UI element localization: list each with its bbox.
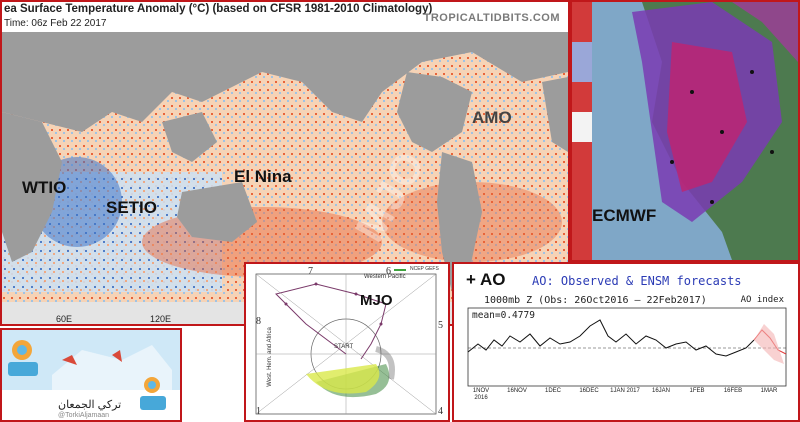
ao-tick-jan1: 1JAN 2017 (610, 388, 640, 394)
mjo-legend: NCEP GEFS (410, 266, 439, 272)
mjo-phase-6: 6 (386, 266, 391, 277)
ao-tick-nov1: 1NOV 2016 (472, 388, 490, 401)
sst-title: ea Surface Temperature Anomaly (°C) (bas… (4, 3, 433, 15)
ao-mean: mean=0.4779 (472, 310, 535, 321)
sst-header: ea Surface Temperature Anomaly (°C) (bas… (2, 2, 568, 32)
wtio-label: WTIO (22, 178, 67, 197)
logo-name: تركي الجمعان (58, 399, 122, 411)
lon-label-60e: 60E (56, 314, 73, 324)
brand-logo-art (2, 330, 180, 410)
mjo-phase-1: 1 (256, 406, 261, 417)
ecmwf-panel: ECMWF (570, 0, 800, 262)
setio-label: SETIO (106, 198, 158, 217)
mjo-label: MJO (360, 292, 393, 309)
ao-tick-dec1: 1DEC (544, 388, 561, 394)
ao-title: AO: Observed & ENSM forecasts (532, 274, 742, 288)
ao-tick-mar1: 1MAR (760, 388, 778, 394)
ao-tick-dec16: 16DEC (579, 388, 599, 394)
lon-label-120e: 120E (150, 314, 172, 324)
sst-time: Time: 06z Feb 22 2017 (4, 18, 107, 29)
ao-tick-jan16: 16JAN (651, 388, 670, 394)
ao-panel: + AO AO: Observed & ENSM forecasts 1000m… (452, 262, 800, 422)
ecmwf-precip-map (572, 2, 798, 260)
ao-badge: + AO (466, 270, 506, 289)
mjo-phase-8: 8 (256, 316, 261, 327)
ao-tick-feb16: 16FEB (723, 388, 743, 394)
logo-handle: @TorkiAljamaan (58, 412, 110, 419)
sst-brand: TROPICALTIDBITS.COM (423, 12, 560, 24)
ecmwf-label: ECMWF (592, 206, 657, 225)
mjo-phase-7: 7 (308, 266, 313, 277)
mjo-region-western-pacific: Western Pacific (364, 274, 406, 280)
ao-index-label: AO index (740, 295, 784, 305)
mjo-region-west-hem: West. Hem. and Africa (266, 327, 273, 387)
mjo-phase-4: 4 (438, 406, 443, 417)
mjo-phase-5: 5 (438, 320, 443, 331)
el-nina-label: El Nina (234, 167, 292, 186)
mjo-start-label: START (334, 344, 354, 350)
ao-subtitle: 1000mb Z (Obs: 26Oct2016 – 22Feb2017) (484, 295, 707, 306)
mjo-phase-diagram (255, 269, 437, 415)
mjo-panel: NCEP GEFS MJO START Western Pacific West… (244, 262, 450, 422)
ao-index-chart (467, 307, 787, 387)
amo-label: AMO (472, 108, 512, 127)
ao-tick-feb1: 1FEB (689, 388, 705, 394)
ao-tick-nov16: 16NOV (507, 388, 527, 394)
logo-panel: تركي الجمعان @TorkiAljamaan (0, 328, 182, 422)
